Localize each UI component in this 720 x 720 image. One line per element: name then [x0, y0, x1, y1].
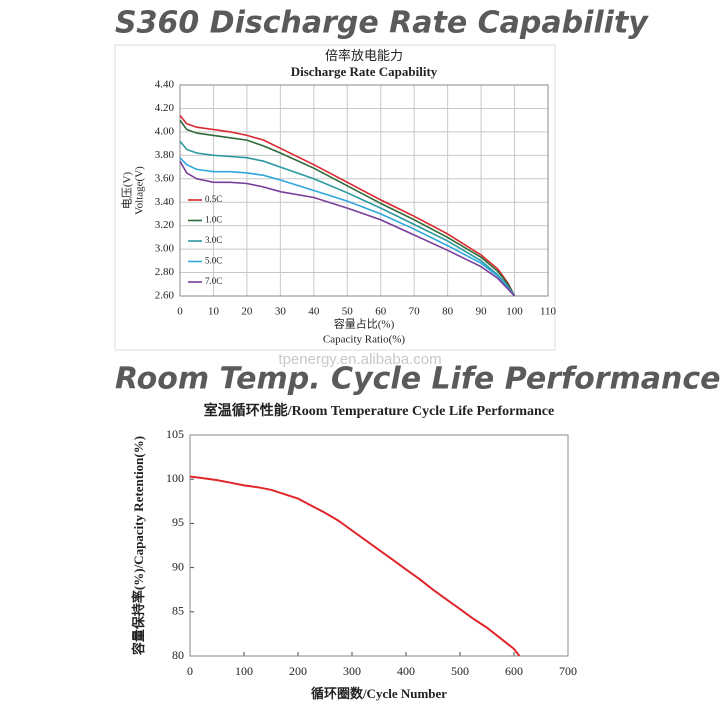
x-tick-label: 400	[397, 664, 415, 678]
chart-title: 室温循环性能/Room Temperature Cycle Life Perfo…	[204, 402, 554, 419]
x-tick-label: 50	[342, 306, 354, 318]
chart-subtitle: Discharge Rate Capability	[291, 64, 438, 79]
x-tick-label: 0	[177, 306, 183, 318]
legend-label: 0.5C	[205, 194, 222, 204]
legend-label: 5.0C	[205, 256, 222, 266]
y-tick-label: 3.80	[155, 149, 175, 161]
x-tick-label: 300	[343, 664, 361, 678]
y-tick-label: 4.00	[155, 125, 175, 137]
plot-frame	[189, 434, 569, 657]
series-line	[179, 160, 516, 297]
x-axis-label: Capacity Ratio(%)	[323, 334, 406, 346]
y-tick-label: 105	[166, 427, 184, 441]
y-axis-label: 电压(V)	[121, 172, 134, 210]
y-tick-label: 3.00	[155, 243, 175, 255]
y-tick-label: 2.80	[155, 266, 175, 278]
plot-frame	[179, 84, 549, 297]
series-line	[179, 114, 516, 297]
y-tick-label: 100	[166, 471, 184, 485]
legend-label: 1.0C	[205, 215, 222, 225]
x-tick-label: 60	[375, 306, 387, 318]
x-tick-label: 0	[187, 664, 193, 678]
chart-frame	[114, 44, 556, 351]
x-tick-label: 600	[505, 664, 523, 678]
x-tick-label: 200	[289, 664, 307, 678]
x-axis-label: 循环圈数/Cycle Number	[311, 686, 447, 701]
y-tick-label: 4.40	[155, 79, 175, 91]
x-tick-label: 70	[409, 306, 421, 318]
y-axis-label: 容量保持率(%)/Capacity Retention(%)	[131, 436, 146, 656]
x-tick-label: 100	[235, 664, 253, 678]
x-tick-label: 90	[476, 306, 488, 318]
series-line	[179, 119, 516, 297]
series-line	[179, 157, 516, 297]
y-tick-label: 2.60	[155, 290, 175, 302]
y-tick-label: 4.20	[155, 102, 175, 114]
y-tick-label: 85	[172, 604, 184, 618]
y-tick-label: 3.20	[155, 219, 175, 231]
banner: Room Temp. Cycle Life Performance	[115, 362, 720, 397]
x-axis-label: 容量占比(%)	[334, 317, 395, 331]
watermark: tpenergy.en.alibaba.com	[278, 351, 441, 368]
x-tick-label: 100	[506, 306, 523, 318]
y-tick-label: 80	[172, 648, 184, 662]
legend-label: 7.0C	[205, 276, 222, 286]
y-tick-label: 3.40	[155, 196, 175, 208]
x-tick-label: 30	[275, 306, 287, 318]
y-tick-label: 90	[172, 559, 184, 573]
x-tick-label: 40	[308, 306, 320, 318]
x-tick-label: 10	[208, 306, 220, 318]
y-tick-label: 3.60	[155, 172, 175, 184]
legend-label: 3.0C	[205, 235, 222, 245]
series-line	[189, 475, 521, 657]
x-tick-label: 700	[559, 664, 577, 678]
chart-title: 倍率放电能力	[325, 48, 403, 63]
series-line	[179, 140, 516, 297]
banner: S360 Discharge Rate Capability	[115, 6, 649, 41]
x-tick-label: 80	[442, 306, 454, 318]
x-tick-label: 20	[241, 306, 253, 318]
y-tick-label: 95	[172, 515, 184, 529]
x-tick-label: 500	[451, 664, 469, 678]
y-axis-label: Voltage(V)	[134, 166, 146, 215]
x-tick-label: 110	[540, 306, 557, 318]
